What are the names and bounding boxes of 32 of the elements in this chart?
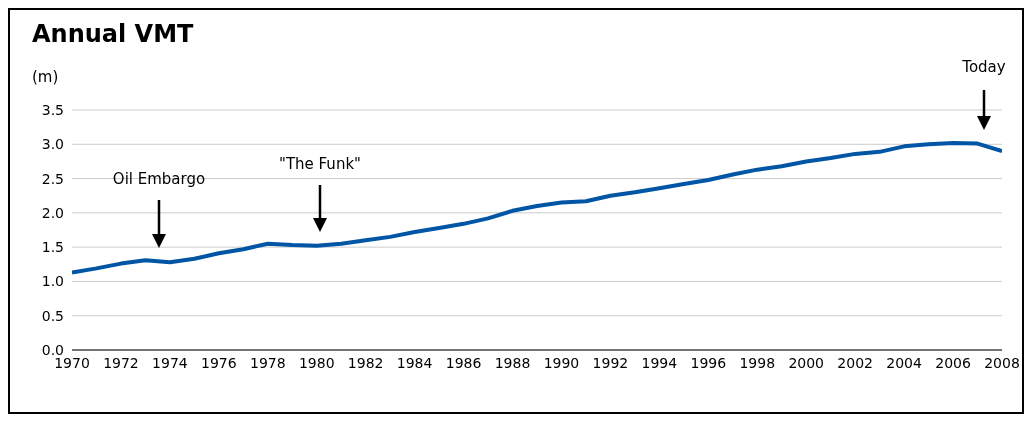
x-tick-label: 2002	[837, 354, 873, 371]
x-tick-label: 1982	[347, 354, 384, 371]
x-tick-label: 1988	[494, 354, 531, 371]
annotation: Oil Embargo	[112, 170, 206, 188]
x-tick-label: 2000	[788, 354, 825, 371]
line-series	[72, 140, 1002, 275]
y-tick-label: 2.0	[41, 204, 64, 221]
x-tick-label: 1990	[543, 354, 580, 371]
x-tick-label: 1984	[396, 354, 433, 371]
y-tick-label: 0.5	[41, 307, 64, 324]
x-tick-label: 1994	[641, 354, 678, 371]
x-tick-label: 1972	[103, 354, 139, 371]
x-tick-label: 1996	[690, 354, 727, 371]
annotation: "The Funk"	[279, 155, 361, 173]
x-tick-label: 1974	[152, 354, 188, 371]
text: Today	[961, 58, 1007, 76]
x-tick-label: 1992	[592, 354, 629, 371]
x-tick-label: 1976	[201, 354, 237, 371]
y-axis-title: (m)	[32, 68, 59, 86]
y-tick-label: 3.0	[41, 136, 64, 153]
chart-title: Annual VMT	[32, 20, 194, 48]
x-tick-label: 1978	[249, 354, 286, 371]
y-tick-label: 2.5	[41, 170, 64, 187]
x-tick-label: 1986	[445, 354, 482, 371]
y-tick-label: 3.5	[41, 101, 64, 118]
y-tick-label: 1.0	[41, 273, 64, 290]
x-tick-label: 1998	[739, 354, 776, 371]
x-tick-label: 2008	[984, 354, 1020, 371]
x-tick-label: 1980	[298, 354, 335, 371]
x-tick-label: 2004	[886, 354, 923, 371]
x-tick-label: 2006	[935, 354, 971, 371]
y-tick-label: 1.5	[41, 239, 64, 256]
